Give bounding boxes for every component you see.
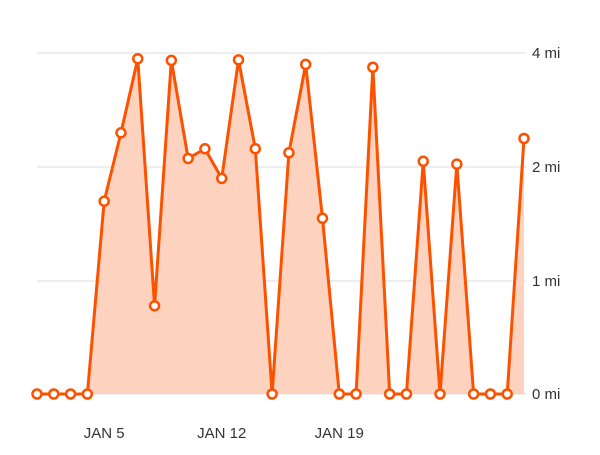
data-point <box>148 300 161 312</box>
data-point <box>400 388 413 400</box>
data-point <box>48 388 60 400</box>
data-point <box>232 54 245 66</box>
data-point <box>215 172 228 185</box>
data-point <box>132 52 144 65</box>
data-point <box>199 143 211 155</box>
data-point <box>333 388 346 400</box>
series-line <box>35 57 526 396</box>
data-point <box>266 388 278 400</box>
y-tick-label: 4 mi <box>532 45 560 62</box>
data-point <box>165 54 178 67</box>
x-tick-label: JAN 19 <box>315 425 364 442</box>
data-point <box>434 388 446 400</box>
data-point <box>518 132 530 145</box>
data-point <box>451 158 463 170</box>
series-line-layer <box>35 57 526 396</box>
data-point <box>31 388 43 400</box>
data-point <box>64 388 77 400</box>
data-points-layer <box>31 52 530 400</box>
y-tick-label: 0 mi <box>532 386 560 403</box>
x-tick-labels: JAN 5 JAN 12 JAN 19 <box>84 425 364 442</box>
x-tick-label: JAN 5 <box>84 425 125 442</box>
y-tick-labels: 0 mi 1 mi 2 mi 4 mi <box>532 45 560 403</box>
data-point <box>417 155 429 168</box>
data-point <box>283 147 295 159</box>
data-point <box>81 388 94 400</box>
data-point <box>467 388 480 400</box>
x-tick-label: JAN 12 <box>197 425 246 442</box>
data-point <box>316 212 329 225</box>
data-point <box>299 58 312 71</box>
data-point <box>383 388 396 400</box>
data-point <box>182 152 194 165</box>
data-point <box>98 195 110 207</box>
data-point <box>367 61 379 73</box>
y-tick-label: 1 mi <box>532 273 560 290</box>
data-point <box>484 388 497 400</box>
y-tick-label: 2 mi <box>532 159 560 176</box>
data-point <box>115 127 127 139</box>
data-point <box>350 388 362 400</box>
data-point <box>501 388 513 400</box>
area-fill-layer <box>37 58 524 394</box>
area-fill <box>37 58 524 394</box>
data-point <box>249 143 262 155</box>
